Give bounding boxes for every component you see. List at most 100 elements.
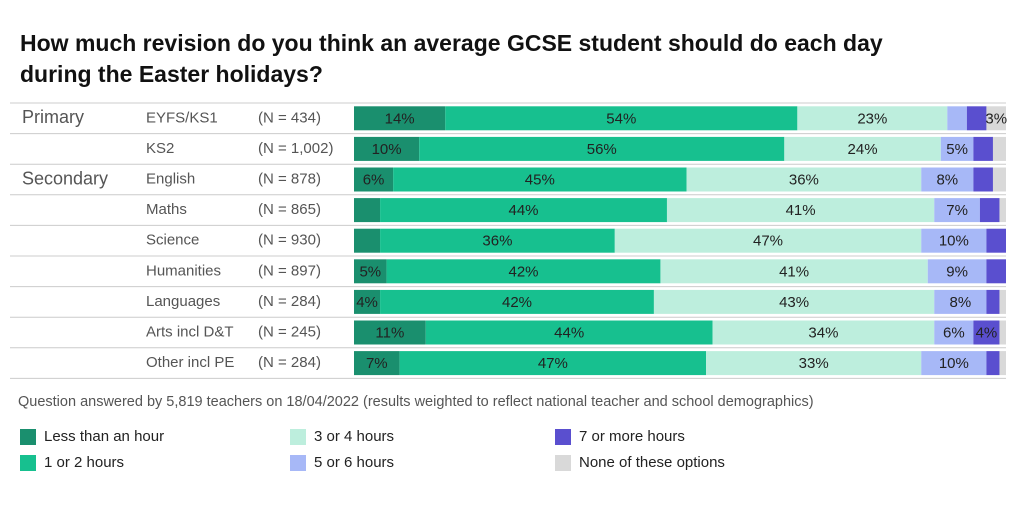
bar-segment bbox=[999, 289, 1006, 314]
data-label: 8% bbox=[950, 294, 972, 311]
bar-segment bbox=[660, 259, 928, 284]
data-label: 36% bbox=[482, 233, 512, 250]
category-label: Other incl PE bbox=[146, 354, 234, 371]
data-label: 10% bbox=[372, 141, 402, 158]
n-label: (N = 434) bbox=[258, 109, 321, 126]
category-label: Arts incl D&T bbox=[146, 323, 234, 340]
data-label: 43% bbox=[779, 294, 809, 311]
legend-label: 7 or more hours bbox=[579, 428, 685, 445]
data-label: 45% bbox=[525, 171, 555, 188]
data-label: 41% bbox=[779, 263, 809, 280]
n-label: (N = 245) bbox=[258, 323, 321, 340]
bar-segment bbox=[614, 228, 922, 253]
bar-segment bbox=[921, 351, 987, 376]
bar-segment bbox=[966, 106, 987, 131]
bar-segment bbox=[686, 167, 922, 192]
data-label: 8% bbox=[936, 171, 958, 188]
data-label: 42% bbox=[509, 263, 539, 280]
legend-swatch bbox=[290, 429, 306, 445]
data-label: 9% bbox=[946, 263, 968, 280]
bar-segment bbox=[999, 320, 1006, 345]
bar-segment bbox=[354, 106, 446, 131]
bar-segment bbox=[999, 351, 1006, 376]
bar-segment bbox=[419, 136, 785, 161]
data-label: 4% bbox=[356, 294, 378, 311]
category-label: Maths bbox=[146, 201, 187, 218]
bar-segment bbox=[986, 289, 1000, 314]
bar-segment bbox=[986, 259, 1006, 284]
bar-segment bbox=[653, 289, 935, 314]
legend-swatch bbox=[555, 429, 571, 445]
bar-segment bbox=[712, 320, 935, 345]
legend-swatch bbox=[290, 455, 306, 471]
bar-segment bbox=[986, 106, 1006, 131]
bar-segment bbox=[354, 351, 400, 376]
group-label: Primary bbox=[22, 107, 84, 127]
n-label: (N = 284) bbox=[258, 293, 321, 310]
bar-segment bbox=[921, 167, 974, 192]
legend-label: Less than an hour bbox=[44, 428, 164, 445]
bar-segment bbox=[354, 320, 426, 345]
data-label: 3% bbox=[985, 110, 1007, 127]
bar-segment bbox=[947, 106, 967, 131]
bar-segment bbox=[380, 228, 615, 253]
group-label: Secondary bbox=[22, 168, 108, 188]
legend-swatch bbox=[20, 429, 36, 445]
bar-segment bbox=[354, 289, 381, 314]
n-label: (N = 1,002) bbox=[258, 140, 333, 157]
bar-segment bbox=[354, 228, 381, 253]
data-label: 33% bbox=[799, 355, 829, 372]
data-label: 10% bbox=[939, 233, 969, 250]
data-label: 7% bbox=[946, 202, 968, 219]
bar-segment bbox=[706, 351, 922, 376]
data-label: 47% bbox=[538, 355, 568, 372]
data-label: 14% bbox=[385, 110, 415, 127]
bar-segment bbox=[986, 351, 1000, 376]
data-label: 54% bbox=[606, 110, 636, 127]
bar-segment bbox=[934, 320, 974, 345]
data-label: 6% bbox=[943, 324, 965, 341]
bar-segment bbox=[393, 167, 687, 192]
n-label: (N = 897) bbox=[258, 262, 321, 279]
category-label: Humanities bbox=[146, 262, 221, 279]
data-label: 44% bbox=[554, 324, 584, 341]
bar-segment bbox=[399, 351, 707, 376]
bar-segment bbox=[425, 320, 713, 345]
data-label: 5% bbox=[946, 141, 968, 158]
data-label: 36% bbox=[789, 171, 819, 188]
chart-title: How much revision do you think an averag… bbox=[20, 30, 883, 56]
bar-segment bbox=[380, 289, 654, 314]
bar-segment bbox=[784, 136, 941, 161]
legend-label: 5 or 6 hours bbox=[314, 454, 394, 471]
bar-segment bbox=[986, 228, 1006, 253]
category-label: English bbox=[146, 170, 195, 187]
bar-segment bbox=[921, 228, 987, 253]
bar-segment bbox=[666, 198, 935, 223]
bar-segment bbox=[940, 136, 974, 161]
legend-swatch bbox=[555, 455, 571, 471]
bar-segment bbox=[445, 106, 798, 131]
data-label: 6% bbox=[363, 171, 385, 188]
data-label: 10% bbox=[939, 355, 969, 372]
data-label: 47% bbox=[753, 233, 783, 250]
n-label: (N = 930) bbox=[258, 232, 321, 249]
data-label: 7% bbox=[366, 355, 388, 372]
n-label: (N = 878) bbox=[258, 170, 321, 187]
bar-segment bbox=[386, 259, 661, 284]
bar-segment bbox=[354, 167, 394, 192]
n-label: (N = 284) bbox=[258, 354, 321, 371]
data-label: 44% bbox=[509, 202, 539, 219]
bar-segment bbox=[354, 136, 420, 161]
category-label: EYFS/KS1 bbox=[146, 109, 218, 126]
bar-segment bbox=[973, 136, 993, 161]
footnote: Question answered by 5,819 teachers on 1… bbox=[18, 394, 814, 410]
data-label: 24% bbox=[848, 141, 878, 158]
bar-segment bbox=[979, 198, 1000, 223]
legend-swatch bbox=[20, 455, 36, 471]
legend-label: 1 or 2 hours bbox=[44, 454, 124, 471]
data-label: 41% bbox=[786, 202, 816, 219]
bar-segment bbox=[999, 198, 1006, 223]
legend-label: None of these options bbox=[579, 454, 725, 471]
bar-segment bbox=[380, 198, 667, 223]
